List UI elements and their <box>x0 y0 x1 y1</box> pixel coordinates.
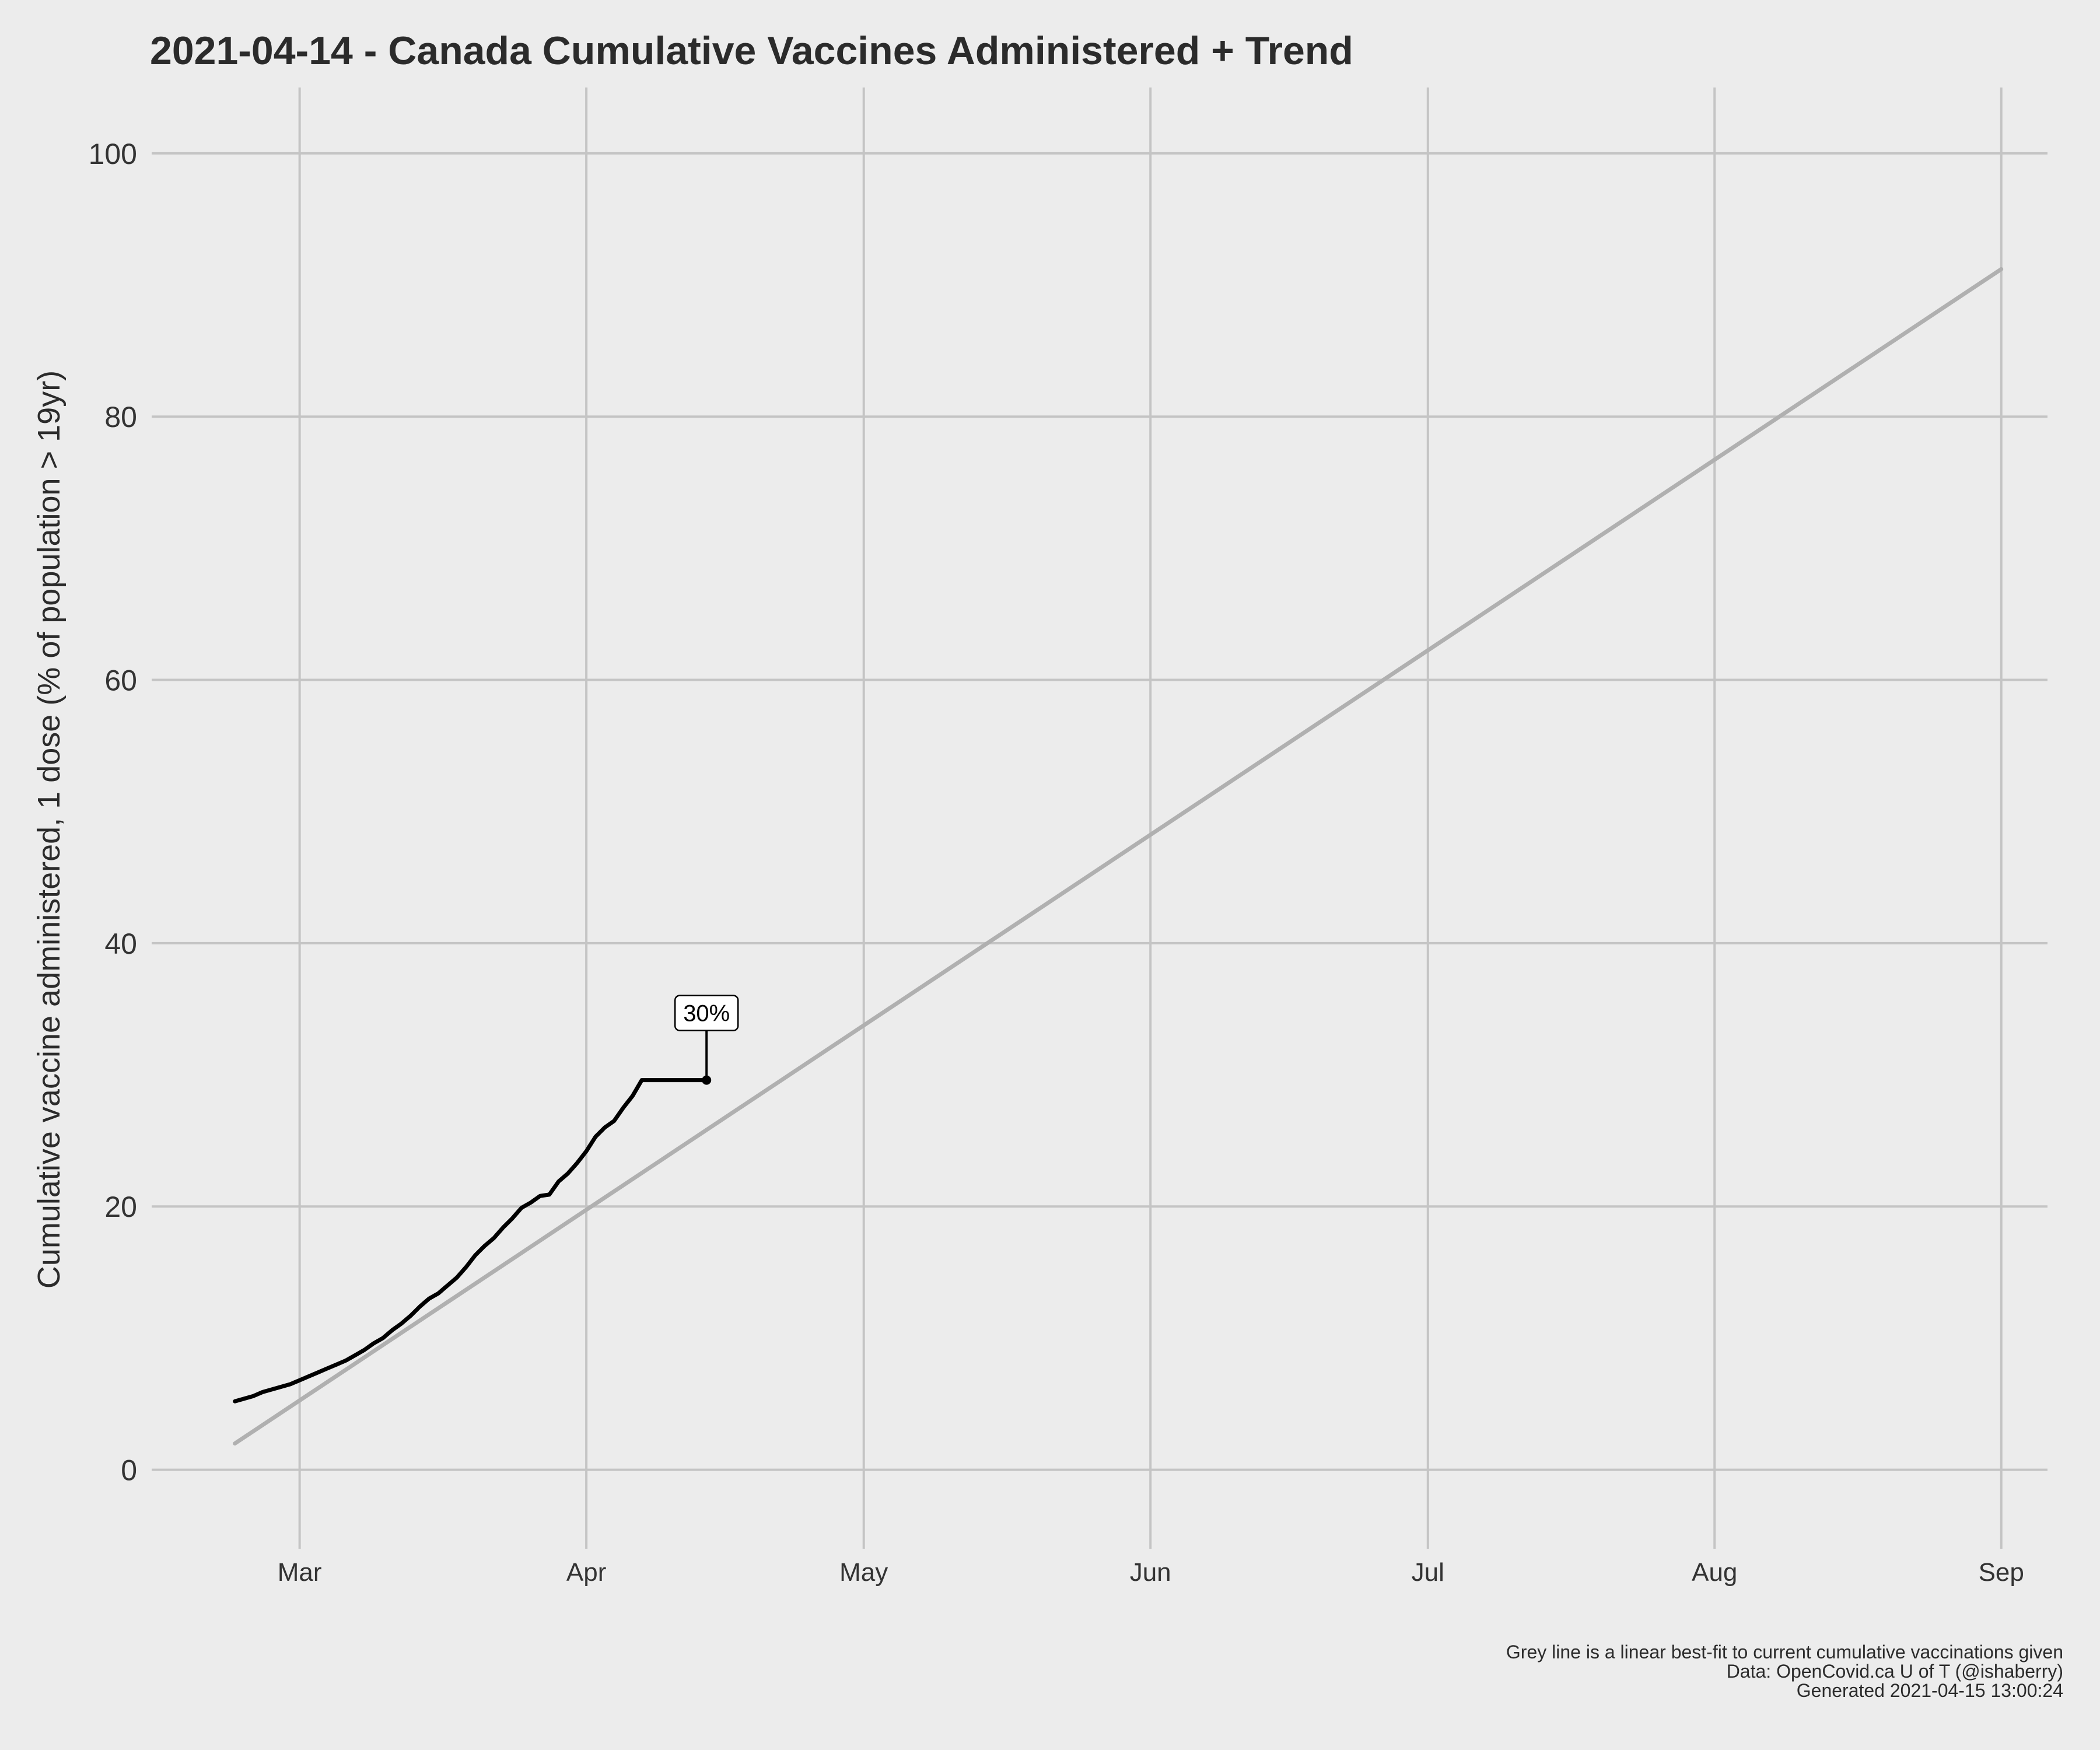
y-axis-label: Cumulative vaccine administered, 1 dose … <box>32 370 66 1289</box>
series-line-cumulative <box>233 1078 709 1404</box>
y-tick-label: 20 <box>104 1191 137 1223</box>
y-tick-label: 0 <box>121 1454 137 1487</box>
y-tick-labels: 0 20 40 60 80 100 <box>89 138 137 1487</box>
annotations: 30% <box>674 995 739 1085</box>
x-tick-label: Jun <box>1130 1558 1171 1587</box>
annotation-point <box>702 1075 712 1085</box>
y-tick-label: 60 <box>104 664 137 697</box>
x-tick-label: May <box>839 1558 888 1587</box>
annotation-box <box>674 995 739 1031</box>
x-tick-labels: Mar Apr May Jun Jul Aug Sep <box>278 1558 2024 1587</box>
caption: Grey line is a linear best-fit to curren… <box>1506 1642 2063 1701</box>
x-tick-label: Sep <box>1979 1558 2024 1587</box>
series-lines <box>233 267 2004 1446</box>
chart-title: 2021-04-14 - Canada Cumulative Vaccines … <box>150 29 1353 73</box>
annotation-label: 30% <box>683 1001 730 1027</box>
caption-line: Generated 2021-04-15 13:00:24 <box>1797 1680 2063 1701</box>
y-tick-label: 100 <box>89 138 137 170</box>
x-tick-label: Apr <box>566 1558 606 1587</box>
y-tick-label: 80 <box>104 401 137 433</box>
series-line-trend <box>233 267 2004 1446</box>
x-tick-label: Aug <box>1692 1558 1737 1587</box>
y-tick-label: 40 <box>104 928 137 960</box>
x-tick-label: Mar <box>278 1558 322 1587</box>
caption-line: Data: OpenCovid.ca U of T (@ishaberry) <box>1727 1661 2063 1682</box>
x-tick-label: Jul <box>1412 1558 1444 1587</box>
gridlines <box>152 88 2048 1549</box>
caption-line: Grey line is a linear best-fit to curren… <box>1506 1642 2063 1662</box>
